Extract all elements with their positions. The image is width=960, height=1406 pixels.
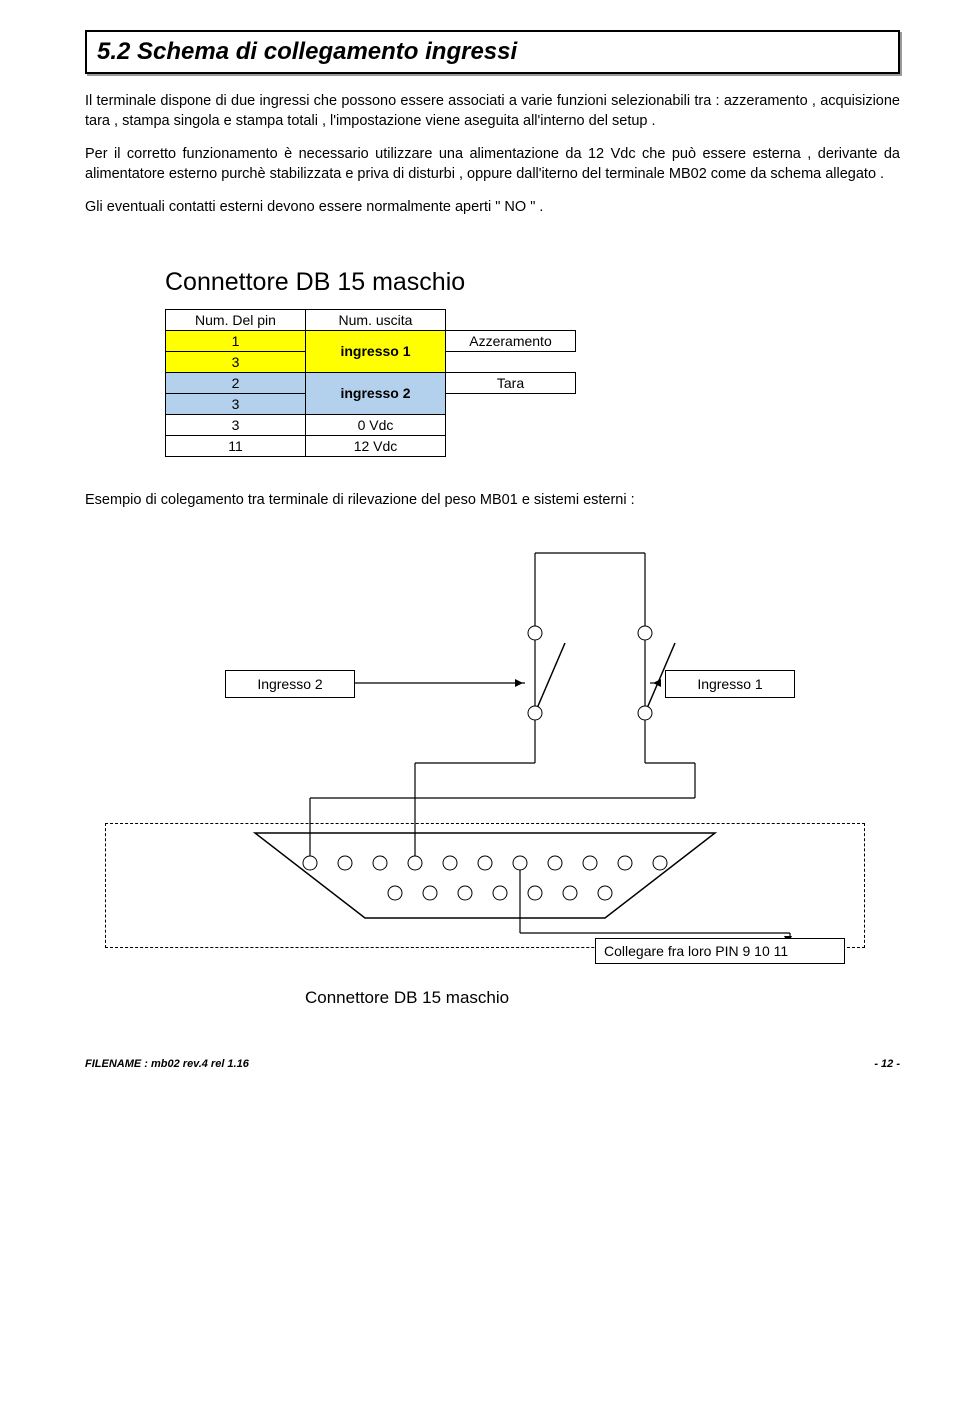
header-pin: Num. Del pin <box>166 309 306 330</box>
cell-pin: 2 <box>166 372 306 393</box>
table-row: 3 0 Vdc <box>166 414 576 435</box>
cell-uscita: 12 Vdc <box>306 435 446 456</box>
header-blank <box>446 309 576 330</box>
cell-blank <box>446 393 576 414</box>
wiring-diagram: Ingresso 2 Ingresso 1 Collegare fra loro… <box>105 538 865 1038</box>
header-uscita: Num. uscita <box>306 309 446 330</box>
table-row: 2 ingresso 2 Tara <box>166 372 576 393</box>
cell-pin: 1 <box>166 330 306 351</box>
cell-blank <box>446 351 576 372</box>
section-title-box: 5.2 Schema di collegamento ingressi <box>85 30 900 74</box>
pin-table: Num. Del pin Num. uscita 1 ingresso 1 Az… <box>165 309 576 457</box>
cell-uscita: 0 Vdc <box>306 414 446 435</box>
cell-uscita: ingresso 1 <box>306 330 446 372</box>
table-row: 1 ingresso 1 Azzeramento <box>166 330 576 351</box>
paragraph-1: Il terminale dispone di due ingressi che… <box>85 92 900 131</box>
footer-filename: FILENAME : mb02 rev.4 rel 1.16 <box>85 1058 249 1070</box>
ingresso1-box: Ingresso 1 <box>665 670 795 698</box>
db15-connector-shape <box>255 833 715 918</box>
cell-blank <box>446 414 576 435</box>
paragraph-2: Per il corretto funzionamento è necessar… <box>85 145 900 184</box>
table-header-row: Num. Del pin Num. uscita <box>166 309 576 330</box>
connector-title: Connettore DB 15 maschio <box>165 268 900 297</box>
table-row: 11 12 Vdc <box>166 435 576 456</box>
connector-section: Connettore DB 15 maschio Num. Del pin Nu… <box>165 268 900 457</box>
cell-uscita: ingresso 2 <box>306 372 446 414</box>
cell-label: Tara <box>446 372 576 393</box>
page-footer: FILENAME : mb02 rev.4 rel 1.16 - 12 - <box>85 1058 900 1070</box>
section-title: 5.2 Schema di collegamento ingressi <box>97 38 888 66</box>
cell-blank <box>446 435 576 456</box>
cell-pin: 11 <box>166 435 306 456</box>
footer-page-number: - 12 - <box>874 1058 900 1070</box>
cell-pin: 3 <box>166 393 306 414</box>
cell-label: Azzeramento <box>446 330 576 351</box>
cell-pin: 3 <box>166 414 306 435</box>
ingresso2-box: Ingresso 2 <box>225 670 355 698</box>
example-text: Esempio di colegamento tra terminale di … <box>85 492 900 508</box>
collegare-box: Collegare fra loro PIN 9 10 11 <box>595 938 845 964</box>
paragraph-3: Gli eventuali contatti esterni devono es… <box>85 198 900 218</box>
cell-pin: 3 <box>166 351 306 372</box>
db15-bottom-label: Connettore DB 15 maschio <box>305 988 509 1008</box>
